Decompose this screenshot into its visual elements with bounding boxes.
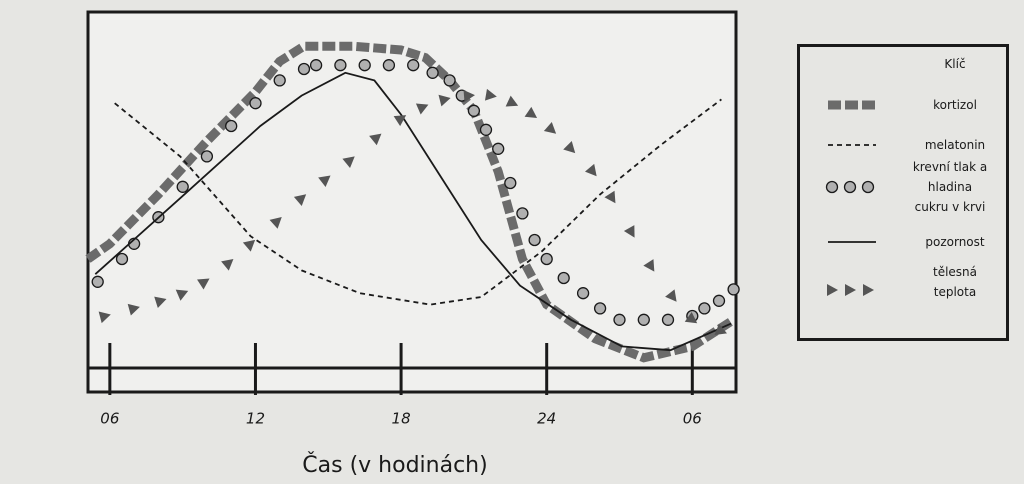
x-tick-label: 18 — [392, 410, 411, 428]
legend-label: krevní tlak a hladina cukru v krvi — [912, 160, 988, 214]
x-axis-label: Čas (v hodinách) — [302, 452, 487, 478]
legend-label: tělesná teplota — [932, 265, 977, 299]
legend-label: kortizol — [933, 98, 977, 112]
legend-entry: krevní tlak a hladina cukru v krvi — [800, 157, 1006, 214]
legend-entry: tělesná teplota — [800, 262, 1006, 306]
series-line — [85, 41, 737, 363]
x-tick-label: 24 — [537, 410, 556, 428]
x-tick-label: 06 — [100, 410, 119, 428]
legend-label: melatonin — [924, 138, 986, 152]
legend-title: Klíč — [944, 57, 966, 71]
legend-swatch — [828, 100, 876, 110]
legend-swatch — [828, 241, 876, 243]
legend-swatch — [827, 284, 874, 296]
x-tick-label: 06 — [683, 410, 702, 428]
x-tick-label: 12 — [246, 410, 265, 428]
legend-swatch — [825, 180, 875, 194]
plot-frame — [86, 10, 738, 394]
legend-entry: pozornost — [800, 222, 1006, 266]
legend-swatch — [828, 144, 876, 146]
legend-entry: kortizol — [800, 85, 1006, 129]
legend-entry: melatonin — [800, 125, 1006, 169]
legend: Klíč kortizol melatonin krevní tlak a hlad… — [797, 44, 1009, 341]
legend-label: pozornost — [925, 235, 985, 249]
